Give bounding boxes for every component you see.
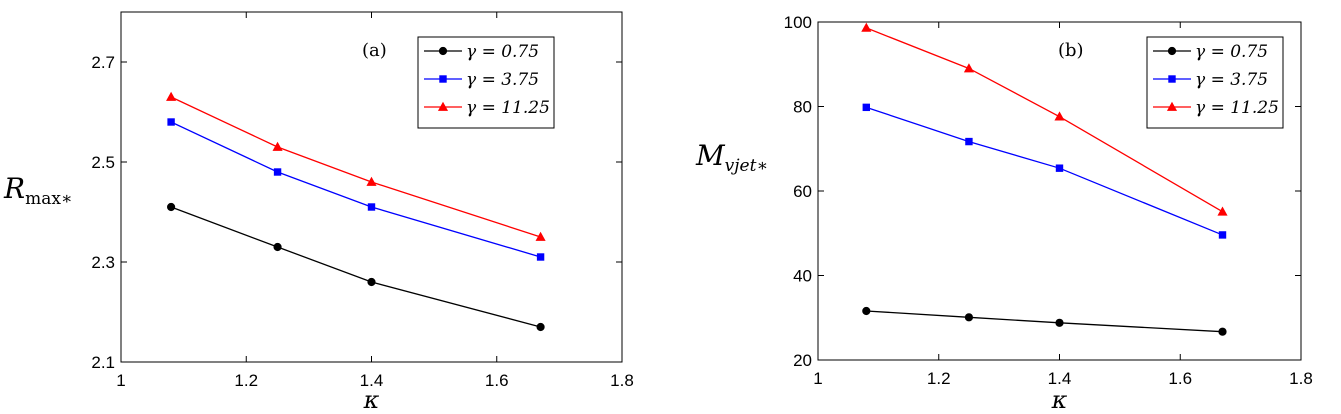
legend-marker [1167,46,1177,56]
x-tick-label: 1.2 [927,369,951,388]
series-line [866,310,1223,333]
data-point [167,118,175,126]
x-tick-label: 1.4 [360,371,384,390]
panel-label: (b) [1058,40,1084,61]
chart-panel-2: 1 1.2 1.4 1.6 1.8 20 40 60 80 100 κ Mvjet∗ (b) γ = 0.… [695,13,1313,414]
x-axis-label: κ [363,386,380,414]
y-axis-label: Rmax∗ [3,172,73,209]
legend-label: γ = 3.75 [466,70,539,90]
data-point [167,202,176,212]
legend-marker [439,75,447,83]
data-point [1217,206,1228,216]
data-point [964,313,974,322]
data-point [1055,164,1064,172]
panel-label: (a) [362,40,387,61]
y-tick-label: 40 [793,267,812,286]
legend-marker [438,46,448,56]
data-point [273,168,282,176]
legend-label: γ = 11.25 [466,98,550,118]
data-point [273,242,282,252]
series-1 [167,202,545,332]
series-line [866,27,1223,213]
series-2 [862,103,1227,239]
series-3 [166,91,546,241]
series-line [170,121,541,258]
legend-marker [1166,101,1178,111]
chart-panel-1: 1 1.2 1.4 1.6 1.8 2.1 2.3 2.5 2.7 κ Rmax∗ (a) γ = 0.… [3,11,634,414]
y-tick-label: 2.1 [91,353,115,372]
data-point [862,103,870,112]
series-2 [167,118,545,261]
data-point [367,277,376,287]
y-tick-label: 100 [784,13,812,32]
x-tick-label: 1 [116,371,125,390]
series-line [170,206,541,328]
data-point [965,137,973,146]
y-tick-label: 20 [793,351,812,370]
x-tick-label: 1.2 [234,371,258,390]
data-point [963,63,974,73]
data-point [535,231,546,241]
legend-marker [437,101,449,111]
legend: γ = 0.75 γ = 3.75 γ = 11.25 [417,36,555,129]
data-point [166,91,177,101]
series-line [866,106,1223,236]
y-axis-label: Mvjet∗ [695,139,768,176]
data-point [1054,111,1065,121]
x-tick-label: 1.4 [1048,369,1072,388]
legend-label: γ = 0.75 [1195,42,1268,62]
x-tick-label: 1.6 [1168,369,1192,388]
legend-label: γ = 11.25 [1195,98,1279,118]
y-tick-label: 2.5 [91,153,115,172]
legend-label: γ = 3.75 [1195,70,1268,90]
data-point [861,22,872,32]
data-point [366,176,377,186]
data-point [367,203,376,211]
data-point [536,322,545,332]
y-tick-label: 2.3 [91,253,115,272]
data-point [1218,231,1227,239]
data-point [1055,318,1064,327]
legend-label: γ = 0.75 [466,42,539,62]
x-tick-label: 1.8 [610,371,634,390]
legend-marker [1168,75,1176,83]
y-tick-label: 60 [793,182,812,201]
y-tick-label: 2.7 [91,53,115,72]
x-tick-label: 1.8 [1289,369,1313,388]
x-axis-label: κ [1051,386,1068,414]
data-point [272,141,283,151]
x-tick-label: 1 [813,369,822,388]
data-point [1218,327,1227,336]
series-line [170,96,541,238]
x-tick-label: 1.6 [485,371,509,390]
legend: γ = 0.75 γ = 3.75 γ = 11.25 [1146,36,1284,129]
data-point [536,253,545,261]
data-point [862,306,871,316]
series-1 [862,306,1227,336]
y-tick-label: 80 [793,98,812,117]
series-3 [861,22,1228,216]
